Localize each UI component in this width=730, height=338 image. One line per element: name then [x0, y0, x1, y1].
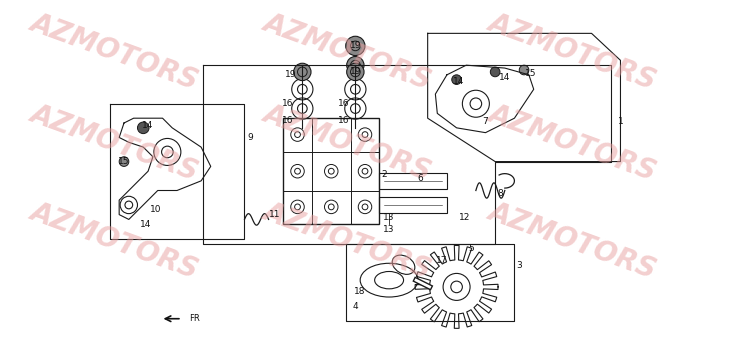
Text: AZMOTORS: AZMOTORS [485, 99, 661, 186]
Text: FR: FR [190, 314, 200, 323]
Circle shape [452, 75, 461, 84]
Text: 15: 15 [118, 157, 130, 166]
Text: 19: 19 [350, 67, 361, 76]
Text: 11: 11 [269, 210, 280, 219]
Text: 4: 4 [353, 302, 358, 311]
Text: 5: 5 [468, 244, 474, 253]
Text: 16: 16 [338, 116, 350, 125]
Circle shape [519, 65, 529, 75]
Circle shape [346, 36, 365, 55]
Circle shape [491, 67, 500, 77]
Text: AZMOTORS: AZMOTORS [27, 8, 203, 95]
Text: 14: 14 [142, 121, 154, 130]
Text: 16: 16 [338, 99, 350, 108]
Text: 14: 14 [139, 220, 151, 229]
Text: 14: 14 [499, 73, 510, 82]
Text: 1: 1 [618, 117, 623, 126]
Circle shape [119, 157, 128, 166]
Text: 16: 16 [282, 116, 293, 125]
Text: 9: 9 [247, 133, 253, 142]
Text: AZMOTORS: AZMOTORS [259, 8, 435, 95]
Text: AZMOTORS: AZMOTORS [485, 197, 661, 284]
Circle shape [293, 63, 311, 80]
Text: AZMOTORS: AZMOTORS [259, 197, 435, 284]
Text: 19: 19 [350, 41, 361, 50]
Text: 6: 6 [417, 174, 423, 184]
Circle shape [347, 56, 364, 74]
Text: 8: 8 [497, 189, 503, 198]
Text: AZMOTORS: AZMOTORS [27, 99, 203, 186]
Text: 19: 19 [285, 70, 296, 79]
Circle shape [137, 122, 149, 134]
Text: 3: 3 [516, 261, 522, 270]
Text: 2: 2 [382, 170, 387, 178]
Text: 18: 18 [355, 287, 366, 296]
Text: 17: 17 [437, 257, 448, 265]
Bar [380, 173, 447, 189]
Text: 15: 15 [525, 69, 537, 78]
Text: 13: 13 [383, 213, 395, 222]
Text: AZMOTORS: AZMOTORS [27, 197, 203, 284]
Text: 12: 12 [458, 213, 470, 222]
Bar [380, 197, 447, 213]
Text: AZMOTORS: AZMOTORS [485, 8, 661, 95]
Text: 7: 7 [483, 117, 488, 126]
Bar [283, 118, 380, 224]
Text: AZMOTORS: AZMOTORS [259, 99, 435, 186]
Text: 14: 14 [453, 77, 464, 86]
Text: 10: 10 [150, 205, 161, 214]
Text: 16: 16 [282, 99, 293, 108]
Circle shape [347, 63, 364, 80]
Text: 13: 13 [383, 224, 395, 234]
